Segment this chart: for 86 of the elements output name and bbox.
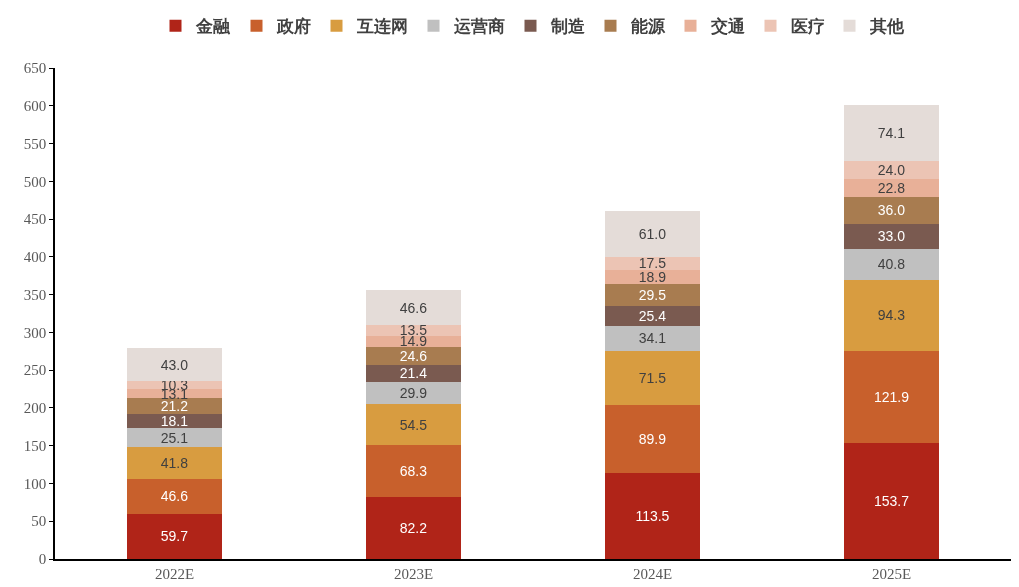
data-label: 94.3 <box>877 307 906 324</box>
data-label: 25.4 <box>638 307 667 324</box>
bar <box>843 279 940 351</box>
data-label: 21.2 <box>160 398 189 415</box>
data-label: 29.9 <box>399 384 428 401</box>
bar <box>843 196 940 224</box>
data-label: 46.6 <box>160 488 189 505</box>
data-label: 82.2 <box>399 519 428 536</box>
legend-label: 政府 <box>275 17 311 37</box>
bar <box>126 414 223 429</box>
bar <box>843 105 940 162</box>
legend-label: 制造 <box>549 17 585 37</box>
data-label: 113.5 <box>635 508 670 525</box>
data-label: 74.1 <box>877 125 906 142</box>
data-label: 22.8 <box>877 180 906 197</box>
bar <box>604 473 701 559</box>
data-label: 59.7 <box>160 528 189 545</box>
y-tick-label: 50 <box>31 513 47 530</box>
legend-label: 运营商 <box>452 17 505 37</box>
data-label: 71.5 <box>638 370 667 387</box>
bar <box>843 248 940 280</box>
bar <box>843 161 940 180</box>
data-label: 24.6 <box>399 348 428 365</box>
data-label: 29.5 <box>638 287 667 304</box>
y-tick-label: 300 <box>23 324 47 341</box>
bar <box>126 428 223 448</box>
data-label: 46.6 <box>399 299 428 316</box>
data-label: 40.8 <box>877 256 906 273</box>
bar <box>365 404 462 446</box>
data-label: 34.1 <box>638 330 667 347</box>
bar <box>604 284 701 307</box>
bar <box>126 348 223 381</box>
bar <box>843 223 940 249</box>
bar <box>126 398 223 415</box>
y-tick-label: 250 <box>23 362 47 379</box>
data-label: 54.5 <box>399 416 428 433</box>
data-label: 24.0 <box>877 162 906 179</box>
y-tick-label: 0 <box>38 551 47 568</box>
data-label: 33.0 <box>877 228 906 245</box>
bar <box>604 210 701 257</box>
legend-label: 金融 <box>194 17 231 37</box>
bar <box>604 351 701 406</box>
data-label: 41.8 <box>160 454 189 471</box>
legend-label: 医疗 <box>790 17 825 37</box>
bar <box>365 365 462 382</box>
bar <box>604 405 701 474</box>
x-tick-label: 2025E <box>871 565 912 582</box>
bar <box>843 442 940 559</box>
data-label: 68.3 <box>399 463 428 480</box>
bar <box>843 350 940 443</box>
bar <box>365 325 462 336</box>
y-tick-label: 350 <box>23 286 47 303</box>
x-tick-label: 2024E <box>632 565 673 582</box>
bar <box>365 290 462 326</box>
bar <box>365 496 462 559</box>
y-tick-label: 450 <box>23 211 47 228</box>
y-tick-label: 650 <box>23 60 47 77</box>
y-tick-label: 100 <box>23 475 47 492</box>
data-label: 25.1 <box>160 429 189 446</box>
data-label: 89.9 <box>638 431 667 448</box>
y-tick-label: 150 <box>23 437 47 454</box>
legend-label: 互连网 <box>355 17 408 37</box>
data-label: 121.9 <box>873 388 910 405</box>
y-tick-label: 200 <box>23 400 47 417</box>
y-tick-label: 550 <box>23 135 47 152</box>
legend-label: 其他 <box>868 17 905 37</box>
y-tick-label: 400 <box>23 249 47 266</box>
legend-label: 能源 <box>630 17 666 37</box>
x-tick-label: 2022E <box>154 565 195 582</box>
bar <box>604 325 701 352</box>
data-label: 18.1 <box>160 413 189 430</box>
legend-label: 交通 <box>709 17 745 37</box>
data-label: 153.7 <box>873 492 910 509</box>
bar <box>365 445 462 497</box>
bar <box>604 306 701 326</box>
bar <box>843 179 940 197</box>
data-label: 36.0 <box>877 202 906 219</box>
data-label: 43.0 <box>160 356 189 373</box>
data-label: 21.4 <box>399 365 428 382</box>
bar <box>126 478 223 514</box>
y-tick-label: 500 <box>23 173 47 190</box>
x-tick-label: 2023E <box>393 565 434 582</box>
data-label: 61.0 <box>638 225 667 242</box>
y-tick-label: 600 <box>23 98 47 115</box>
bar <box>126 447 223 479</box>
bar <box>126 513 223 559</box>
